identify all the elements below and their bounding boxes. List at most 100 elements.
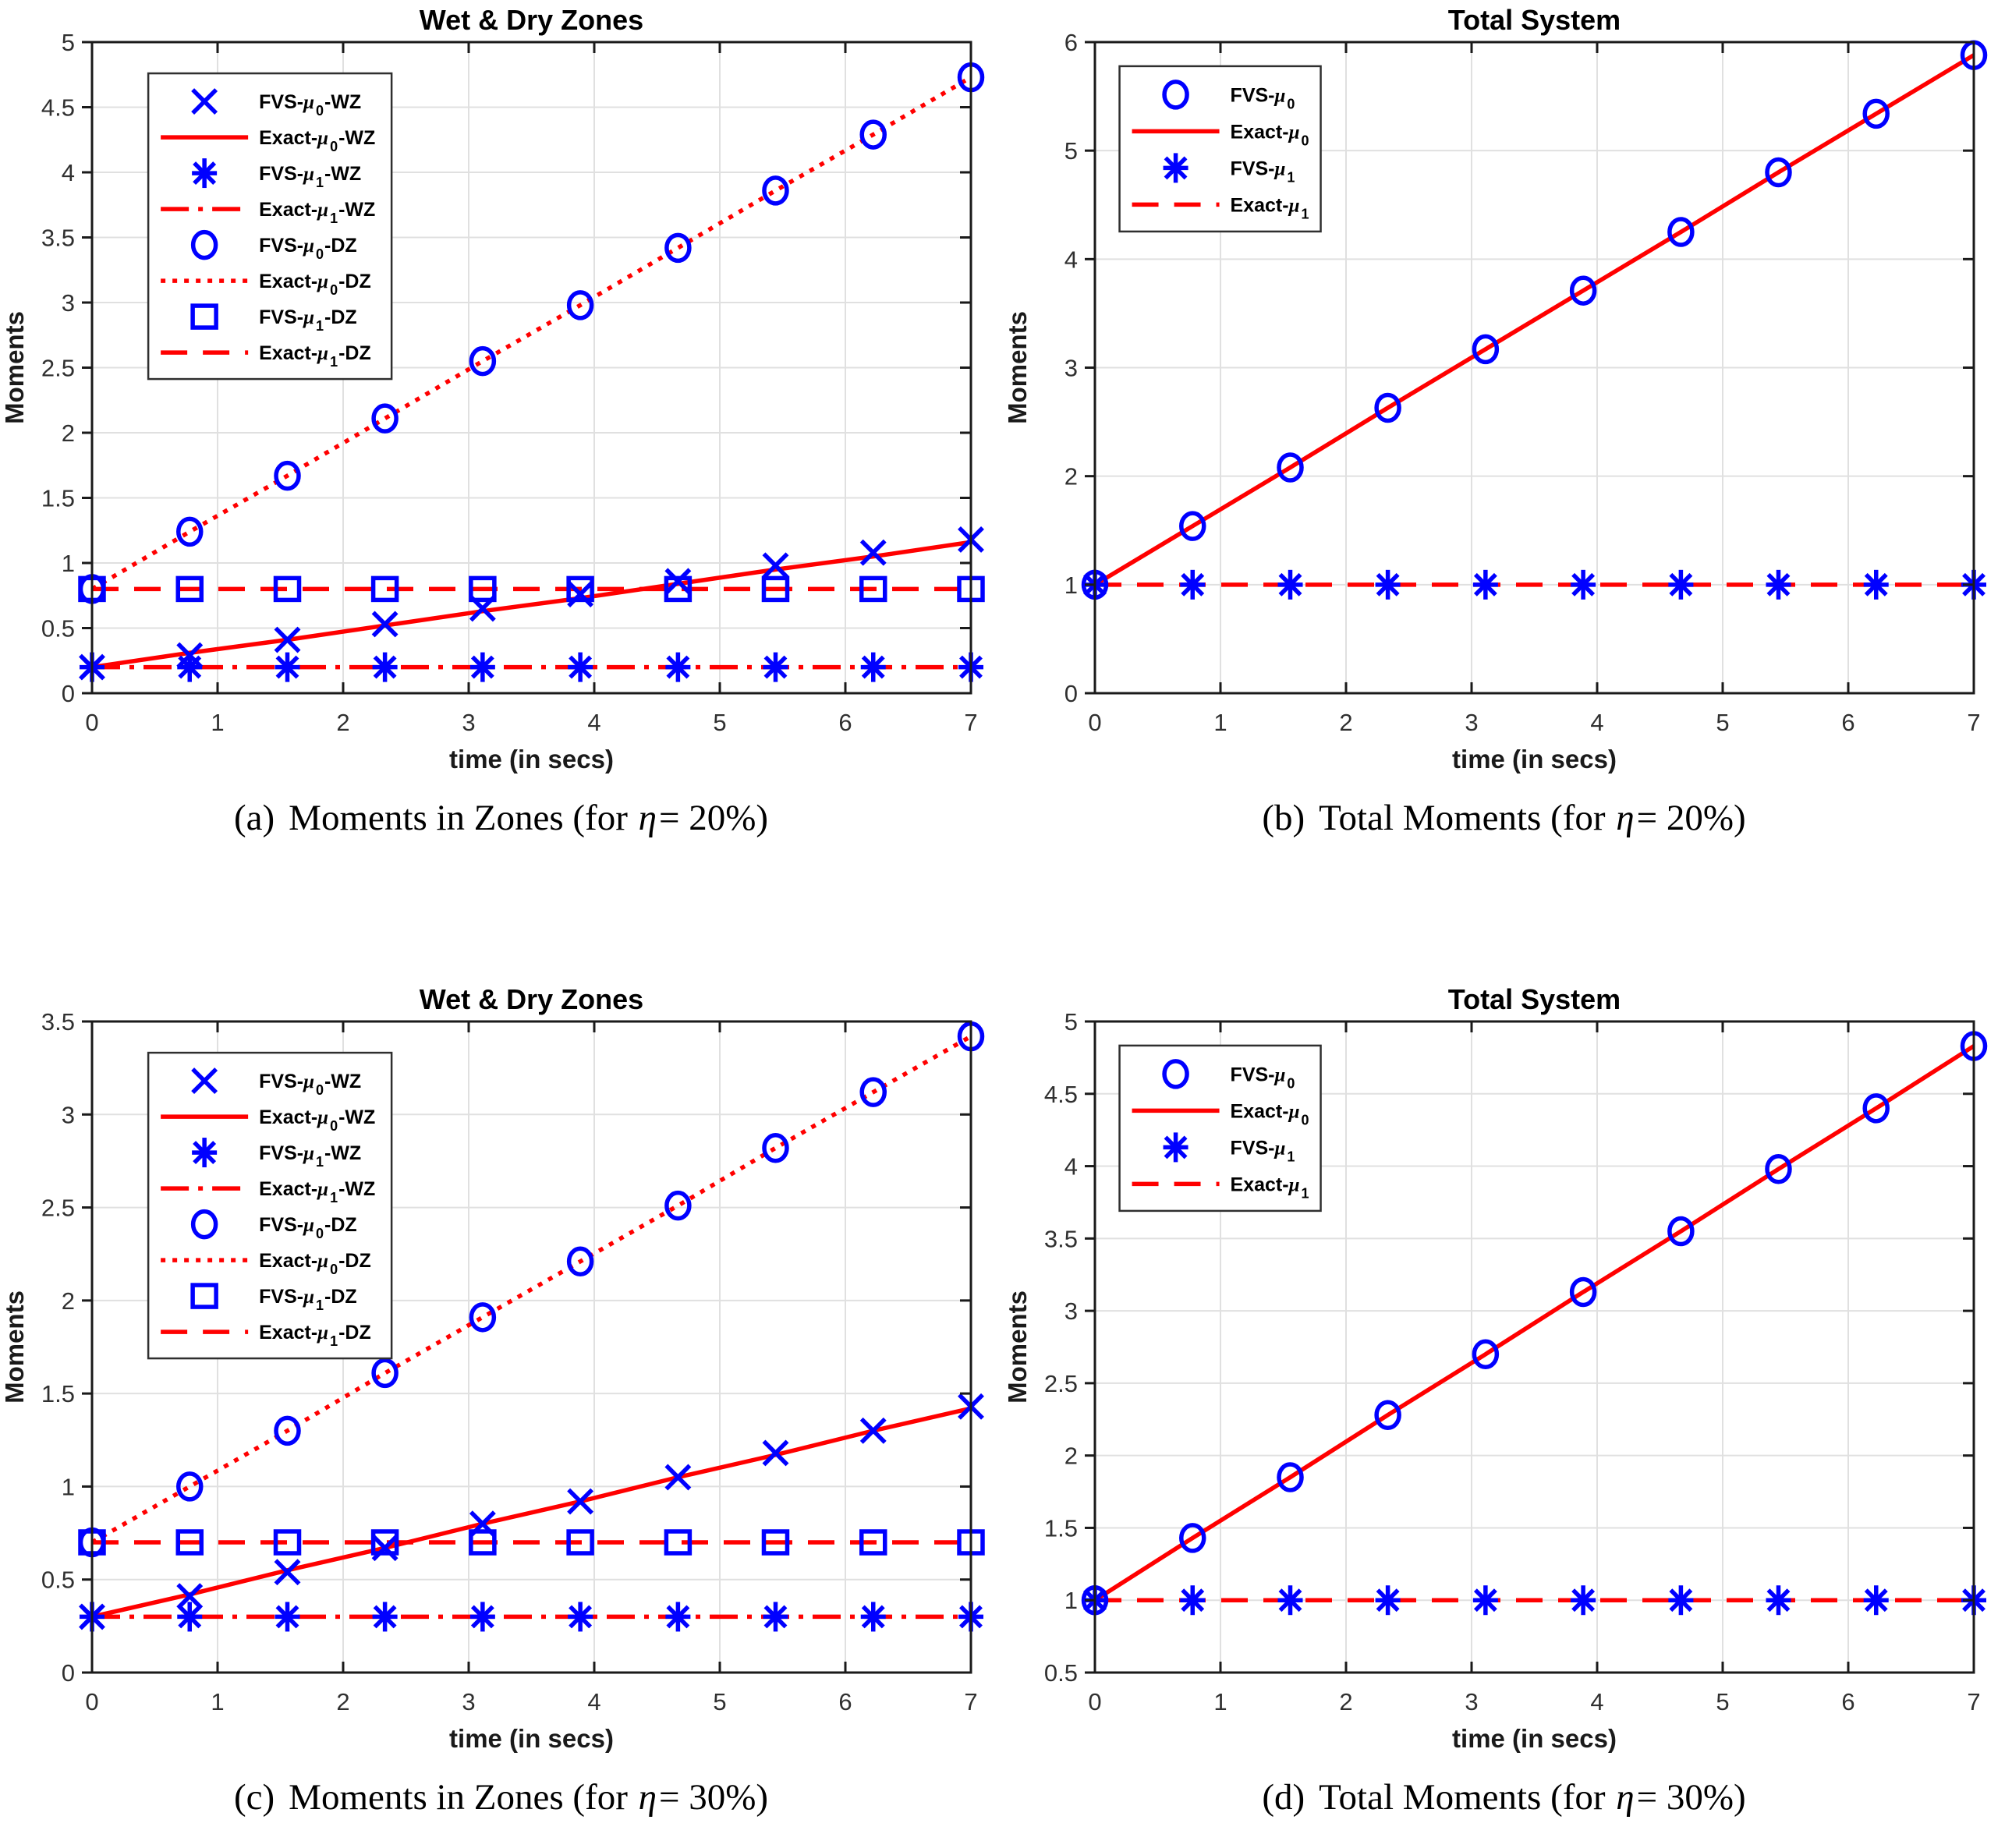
- svg-text:FVS-μ1-WZ: FVS-μ 1-WZ: [259, 1142, 361, 1170]
- svg-text:1: 1: [62, 550, 75, 577]
- caption-b-text: Total Moments (for η= 20%): [1319, 798, 1746, 838]
- chart-total-system-20: 0 1 2 3 4 5 6 7 0 1 2 3 4 5 6 Total System time (in secs…: [1003, 5, 1988, 774]
- svg-text:Exact-μ1: Exact-μ 1: [1231, 1174, 1309, 1201]
- series-FVS-mu1-DZ: [78, 1529, 985, 1556]
- svg-text:3.5: 3.5: [41, 225, 75, 252]
- panel-d: 0 1 2 3 4 5 6 7 0.5 1 1.5 2 2.5 3 3.5 4 4.5 5 Total System…: [1003, 984, 2005, 1835]
- svg-text:Exact-μ0-DZ: Exact-μ 0-DZ: [259, 271, 371, 298]
- svg-text:Exact-μ1-DZ: Exact-μ 1-DZ: [259, 342, 371, 370]
- series-Exact-mu0-WZ: [91, 540, 972, 670]
- eta-symbol: η: [638, 1777, 657, 1818]
- y-axis-label: Moments: [0, 1290, 29, 1404]
- legend: FVS-μ 0-WZ Exact-μ 0-WZ FVS-μ 1-WZ Exact-μ 1-WZ…: [147, 72, 393, 381]
- svg-text:6: 6: [838, 1688, 852, 1715]
- series-Exact-mu0-WZ: [91, 1406, 972, 1620]
- caption-a-text: Moments in Zones (for η= 20%): [289, 798, 768, 838]
- panel-a: 0 1 2 3 4 5 6 7 0 0.5 1 1.5 2 2.5 3 3.5 4 4.5 5 Wet & Dry Z…: [0, 5, 1002, 855]
- svg-text:2.5: 2.5: [41, 355, 75, 382]
- svg-text:0: 0: [1088, 709, 1101, 736]
- y-tick-labels: 0 1 2 3 4 5 6: [1064, 29, 1078, 707]
- y-axis-label: Moments: [1003, 1290, 1032, 1404]
- caption-d-tag: (d): [1262, 1777, 1305, 1818]
- svg-text:5: 5: [713, 1688, 726, 1715]
- svg-text:1: 1: [62, 1473, 75, 1500]
- x-tick-labels: 0 1 2 3 4 5 6 7: [85, 1688, 977, 1715]
- svg-text:2: 2: [336, 709, 349, 736]
- svg-text:Exact-μ0-WZ: Exact-μ 0-WZ: [259, 127, 375, 154]
- svg-text:4: 4: [1064, 246, 1078, 273]
- x-tick-labels: 0 1 2 3 4 5 6 7: [1088, 1688, 1980, 1715]
- chart-title: Total System: [1448, 984, 1621, 1015]
- legend: FVS-μ 0 Exact-μ 0 FVS-μ 1 Exact-μ 1: [1118, 65, 1322, 233]
- svg-text:0: 0: [85, 709, 98, 736]
- svg-text:1: 1: [1213, 1688, 1227, 1715]
- svg-text:3: 3: [462, 1688, 475, 1715]
- y-axis-label: Moments: [0, 311, 29, 424]
- svg-text:3: 3: [1064, 355, 1078, 382]
- caption-b-tag: (b): [1262, 798, 1305, 838]
- svg-text:FVS-μ1-DZ: FVS-μ 1-DZ: [259, 1286, 357, 1313]
- axis-box: [90, 1020, 972, 1674]
- svg-text:0: 0: [1088, 1688, 1101, 1715]
- line-series: [91, 75, 972, 670]
- svg-text:Exact-μ0-WZ: Exact-μ 0-WZ: [259, 1106, 375, 1134]
- legend: FVS-μ 0 Exact-μ 0 FVS-μ 1 Exact-μ 1: [1118, 1044, 1322, 1213]
- svg-text:2: 2: [62, 1287, 75, 1315]
- svg-text:3: 3: [1465, 709, 1478, 736]
- svg-text:0.5: 0.5: [1044, 1659, 1078, 1687]
- chart-title: Total System: [1448, 5, 1621, 36]
- svg-text:5: 5: [1064, 137, 1078, 165]
- tick-marks: [82, 41, 972, 695]
- series-FVS-mu1-WZ: [80, 1602, 983, 1632]
- svg-text:3: 3: [462, 709, 475, 736]
- svg-text:1: 1: [1064, 572, 1078, 599]
- svg-text:FVS-μ0-DZ: FVS-μ 0-DZ: [259, 235, 357, 262]
- svg-text:2: 2: [62, 420, 75, 447]
- svg-text:1.5: 1.5: [41, 485, 75, 512]
- svg-text:3.5: 3.5: [1044, 1225, 1078, 1252]
- caption-c: (c) Moments in Zones (for η= 30%): [0, 1760, 1002, 1835]
- tick-marks: [1085, 1020, 1975, 1674]
- y-tick-labels: 0.5 1 1.5 2 2.5 3 3.5 4 4.5 5: [1044, 1008, 1078, 1687]
- svg-text:0: 0: [62, 1659, 75, 1687]
- svg-text:5: 5: [1716, 1688, 1729, 1715]
- svg-text:4: 4: [587, 709, 600, 736]
- svg-text:4: 4: [1590, 709, 1603, 736]
- svg-text:2: 2: [336, 1688, 349, 1715]
- series-Exact-mu0: [1094, 53, 1975, 587]
- svg-text:Exact-μ1-WZ: Exact-μ 1-WZ: [259, 1178, 375, 1205]
- svg-text:1: 1: [1064, 1587, 1078, 1614]
- svg-text:FVS-μ0-DZ: FVS-μ 0-DZ: [259, 1214, 357, 1241]
- svg-text:FVS-μ0: FVS-μ 0: [1231, 1064, 1295, 1091]
- svg-text:2: 2: [1339, 709, 1352, 736]
- chart-title: Wet & Dry Zones: [420, 5, 643, 36]
- eta-symbol: η: [638, 798, 657, 838]
- caption-c-text: Moments in Zones (for η= 30%): [289, 1777, 768, 1818]
- x-axis-label: time (in secs): [449, 745, 614, 774]
- y-tick-labels: 0 0.5 1 1.5 2 2.5 3 3.5: [41, 1008, 75, 1687]
- y-axis-label: Moments: [1003, 311, 1032, 424]
- x-axis-label: time (in secs): [449, 1724, 614, 1753]
- svg-text:4: 4: [1064, 1153, 1078, 1181]
- eta-symbol: η: [1616, 1777, 1635, 1818]
- caption-d: (d) Total Moments (for η= 30%): [1003, 1760, 2005, 1835]
- svg-text:6: 6: [838, 709, 852, 736]
- svg-text:2.5: 2.5: [1044, 1370, 1078, 1397]
- svg-text:0: 0: [85, 1688, 98, 1715]
- chart-total-system-30: 0 1 2 3 4 5 6 7 0.5 1 1.5 2 2.5 3 3.5 4 4.5 5 Total System…: [1003, 984, 1988, 1753]
- svg-text:5: 5: [62, 29, 75, 56]
- svg-text:0: 0: [62, 680, 75, 707]
- series-Exact-mu0-DZ: [91, 1034, 972, 1545]
- x-tick-labels: 0 1 2 3 4 5 6 7: [1088, 709, 1980, 736]
- svg-text:FVS-μ0-WZ: FVS-μ 0-WZ: [259, 91, 361, 119]
- legend: FVS-μ 0-WZ Exact-μ 0-WZ FVS-μ 1-WZ Exact-μ 1-WZ…: [147, 1051, 393, 1360]
- svg-text:4: 4: [587, 1688, 600, 1715]
- svg-text:1: 1: [211, 1688, 224, 1715]
- series-FVS-mu0-DZ: [78, 62, 985, 604]
- svg-text:3: 3: [62, 1101, 75, 1128]
- x-tick-labels: 0 1 2 3 4 5 6 7: [85, 709, 977, 736]
- svg-text:4: 4: [62, 159, 75, 186]
- svg-text:2: 2: [1064, 1443, 1078, 1470]
- svg-text:2.5: 2.5: [41, 1195, 75, 1222]
